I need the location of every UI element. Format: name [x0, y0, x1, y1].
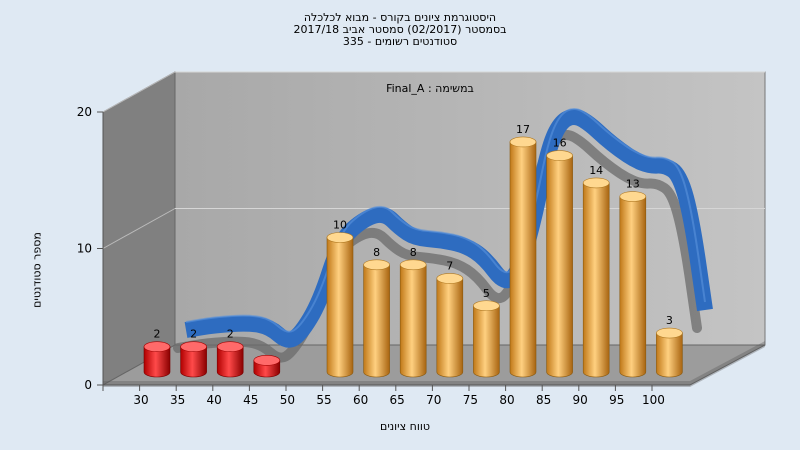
bar-top-30 — [143, 341, 171, 353]
bar-top-75 — [473, 300, 500, 312]
grid-line-left-20 — [102, 71, 176, 113]
x-tick-label-35: 35 — [170, 393, 185, 407]
bar-top-80 — [509, 136, 537, 148]
bar-body-95 — [619, 196, 647, 378]
bar-body-35 — [180, 346, 207, 378]
bar-top-35 — [180, 341, 207, 353]
bar-90 — [582, 177, 610, 378]
bar-85 — [546, 150, 573, 378]
bar-body-75 — [473, 305, 500, 378]
data-label-80: 17 — [516, 123, 530, 136]
bar-top-100 — [656, 327, 683, 339]
data-label-55: 10 — [333, 219, 347, 232]
x-tick-label-65: 65 — [390, 393, 405, 407]
x-tick-label-100: 100 — [642, 393, 665, 407]
bar-top-85 — [546, 150, 573, 161]
x-tick-label-50: 50 — [280, 393, 295, 407]
x-tick-label-55: 55 — [316, 393, 331, 407]
floor-side-edge — [690, 341, 765, 387]
bar-body-100 — [656, 332, 683, 378]
bar-top-55 — [326, 232, 354, 243]
bar-body-90 — [582, 182, 610, 378]
data-label-100: 3 — [666, 314, 673, 327]
data-label-85: 16 — [553, 137, 567, 150]
bar-70 — [436, 273, 464, 378]
y-tick-label-10: 10 — [77, 242, 92, 256]
bar-top-45 — [253, 355, 281, 366]
x-tick-label-40: 40 — [207, 393, 222, 407]
x-tick-label-90: 90 — [573, 393, 588, 407]
x-tick-label-30: 30 — [133, 393, 148, 407]
grid-line-left-10 — [102, 208, 176, 249]
x-tick-label-45: 45 — [243, 393, 258, 407]
data-label-35: 2 — [190, 328, 197, 341]
bar-45 — [253, 355, 281, 378]
x-tick-label-95: 95 — [609, 393, 624, 407]
data-label-60: 8 — [373, 246, 380, 259]
bar-body-40 — [216, 346, 244, 378]
chart-title-line-2: בסמסטר (02/2017) סמסטר אביב 2017/18 — [293, 23, 507, 36]
distribution-curve-shadow — [173, 130, 702, 363]
bar-top-40 — [216, 341, 244, 353]
bar-top-90 — [582, 177, 610, 189]
bar-60 — [363, 259, 390, 378]
x-tick-label-70: 70 — [426, 393, 441, 407]
x-axis-title: טווח ציונים — [380, 420, 430, 433]
y-tick-label-20: 20 — [77, 105, 92, 119]
bar-55 — [326, 232, 354, 378]
chart-annotation: במשימה : Final_A — [386, 82, 474, 95]
data-label-40: 2 — [227, 328, 234, 341]
data-label-30: 2 — [154, 328, 161, 341]
chart-title-line-3: סטודנטים רשומים - 335 — [342, 35, 458, 48]
data-label-65: 8 — [410, 246, 417, 259]
data-label-70: 7 — [446, 259, 453, 272]
bar-top-70 — [436, 273, 464, 284]
x-tick-label-85: 85 — [536, 393, 551, 407]
bar-body-55 — [326, 237, 354, 378]
data-label-90: 14 — [589, 164, 603, 177]
bar-top-60 — [363, 259, 390, 271]
floor-front-edge — [103, 381, 690, 387]
bar-body-80 — [509, 141, 537, 378]
bar-100 — [656, 327, 683, 378]
bar-80 — [509, 136, 537, 378]
distribution-curve-highlight — [185, 108, 706, 333]
chart-title-line-1: היסטוגרמת ציונים בקורס - מבוא לכלכלה — [303, 11, 497, 24]
bar-body-30 — [143, 346, 171, 378]
y-tick-label-0: 0 — [84, 378, 92, 392]
data-label-95: 13 — [626, 178, 640, 191]
distribution-curve — [184, 109, 713, 348]
x-tick-label-75: 75 — [463, 393, 478, 407]
bar-top-65 — [399, 259, 427, 271]
bar-30 — [143, 341, 171, 378]
data-label-75: 5 — [483, 287, 490, 300]
bar-65 — [399, 259, 427, 378]
bar-35 — [180, 341, 207, 378]
bar-40 — [216, 341, 244, 378]
bar-body-60 — [363, 264, 390, 378]
bar-top-95 — [619, 191, 647, 202]
bar-75 — [473, 300, 500, 378]
bar-body-65 — [399, 264, 427, 378]
y-axis-title-text: מספר סטודנטים — [30, 232, 44, 308]
bar-95 — [619, 191, 647, 378]
x-tick-label-60: 60 — [353, 393, 368, 407]
bar-body-70 — [436, 278, 464, 378]
x-tick-label-80: 80 — [499, 393, 514, 407]
bar-body-85 — [546, 155, 573, 378]
